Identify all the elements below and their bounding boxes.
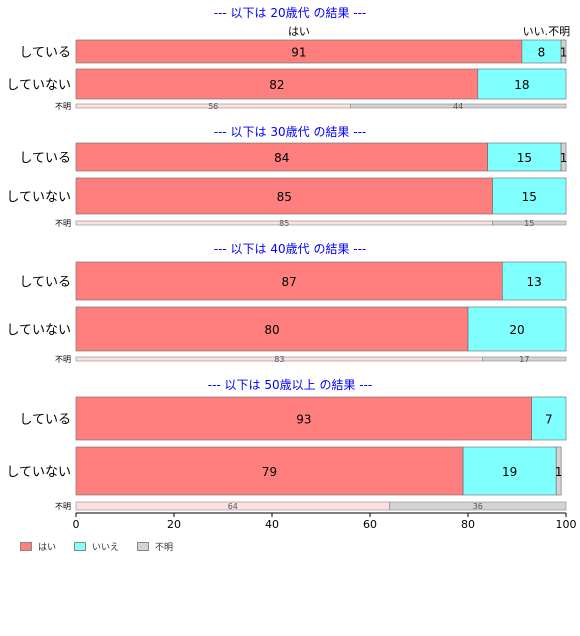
bar-value-label: 79: [262, 465, 277, 479]
unknown-bar-unknown: [492, 220, 567, 226]
bar-value-label: 18: [514, 78, 529, 92]
row-label: している: [19, 413, 71, 428]
row-label: している: [19, 46, 71, 61]
x-tick-label: 20: [167, 518, 181, 530]
top-label-yes: はい: [288, 25, 310, 38]
x-tick-label: 60: [363, 518, 377, 530]
bar-segment-unknown: [555, 446, 562, 496]
row-label: していない: [6, 78, 71, 93]
bar-value-label: 85: [277, 190, 292, 204]
bar-segment-no: [477, 68, 567, 100]
row-label: している: [19, 151, 71, 166]
unknown-row-label: 不明: [55, 355, 71, 364]
unknown-value-label: 44: [453, 102, 463, 111]
legend-swatch-unknown: [137, 542, 150, 551]
bar-value-label: 84: [274, 151, 289, 165]
panel-title: --- 以下は 50歳以上 の結果 ---: [208, 378, 373, 392]
bar-value-label: 13: [527, 275, 542, 289]
bar-segment-yes: [75, 177, 493, 215]
bar-segment-unknown: [560, 39, 567, 64]
top-label-no-unknown: いい.不明: [523, 25, 571, 38]
bar-value-label: 19: [502, 465, 517, 479]
unknown-row-label: 不明: [55, 219, 71, 228]
bar-value-label: 91: [291, 46, 306, 60]
bar-segment-no: [492, 177, 567, 215]
bar-segment-no: [487, 142, 562, 172]
bar-segment-yes: [75, 396, 533, 441]
legend-label-yes: はい: [38, 543, 57, 553]
unknown-value-label: 85: [279, 219, 289, 228]
x-tick-label: 80: [461, 518, 475, 530]
bar-segment-no: [462, 446, 557, 496]
legend-label-no: いいえ: [92, 543, 120, 553]
bar-value-label: 1: [555, 465, 563, 479]
panel-title: --- 以下は 40歳代 の結果 ---: [214, 242, 367, 256]
legend-swatch-no: [74, 542, 87, 551]
bar-segment-no: [501, 261, 567, 301]
legend: はい いいえ 不明: [20, 540, 173, 553]
bar-value-label: 20: [509, 323, 524, 337]
bar-segment-yes: [75, 306, 469, 352]
bar-value-label: 8: [538, 46, 546, 60]
legend-item-unknown: 不明: [137, 540, 173, 553]
unknown-value-label: 15: [524, 219, 534, 228]
unknown-value-label: 83: [274, 355, 284, 364]
unknown-value-label: 64: [228, 502, 238, 511]
bar-value-label: 15: [517, 151, 532, 165]
unknown-bar-unknown: [389, 501, 567, 511]
legend-item-yes: はい: [20, 540, 56, 553]
bar-segment-yes: [75, 446, 464, 496]
panel-title: --- 以下は 30歳代 の結果 ---: [214, 125, 367, 139]
bar-value-label: 82: [269, 78, 284, 92]
bar-value-label: 7: [545, 413, 553, 427]
unknown-bar-unknown: [350, 103, 567, 109]
unknown-value-label: 36: [473, 502, 483, 511]
legend-swatch-yes: [20, 542, 32, 551]
row-label: していない: [6, 465, 71, 480]
legend-item-no: いいえ: [74, 540, 119, 553]
bar-value-label: 1: [560, 46, 568, 60]
row-label: していない: [6, 190, 71, 205]
bar-value-label: 93: [296, 413, 311, 427]
x-tick-label: 100: [556, 518, 577, 530]
bar-value-label: 87: [282, 275, 297, 289]
bar-value-label: 15: [522, 190, 537, 204]
unknown-bar-unknown: [482, 356, 567, 362]
bar-segment-yes: [75, 261, 503, 301]
unknown-row-label: 不明: [55, 102, 71, 111]
bar-value-label: 1: [560, 151, 568, 165]
x-tick-label: 0: [73, 518, 80, 530]
unknown-row-label: 不明: [55, 502, 71, 511]
bar-segment-no: [531, 396, 567, 441]
unknown-value-label: 17: [519, 355, 529, 364]
bar-value-label: 80: [264, 323, 279, 337]
stacked-bar-chart: はい いい.不明--- 以下は 20歳代 の結果 ---している 91 8 1していない…: [6, 6, 577, 530]
panel-title: --- 以下は 20歳代 の結果 ---: [214, 6, 367, 20]
row-label: している: [19, 275, 71, 290]
legend-label-unknown: 不明: [155, 543, 174, 553]
bar-segment-no: [467, 306, 567, 352]
bar-segment-unknown: [560, 142, 567, 172]
bar-segment-yes: [75, 142, 488, 172]
row-label: していない: [6, 323, 71, 338]
unknown-value-label: 56: [208, 102, 218, 111]
x-tick-label: 40: [265, 518, 279, 530]
